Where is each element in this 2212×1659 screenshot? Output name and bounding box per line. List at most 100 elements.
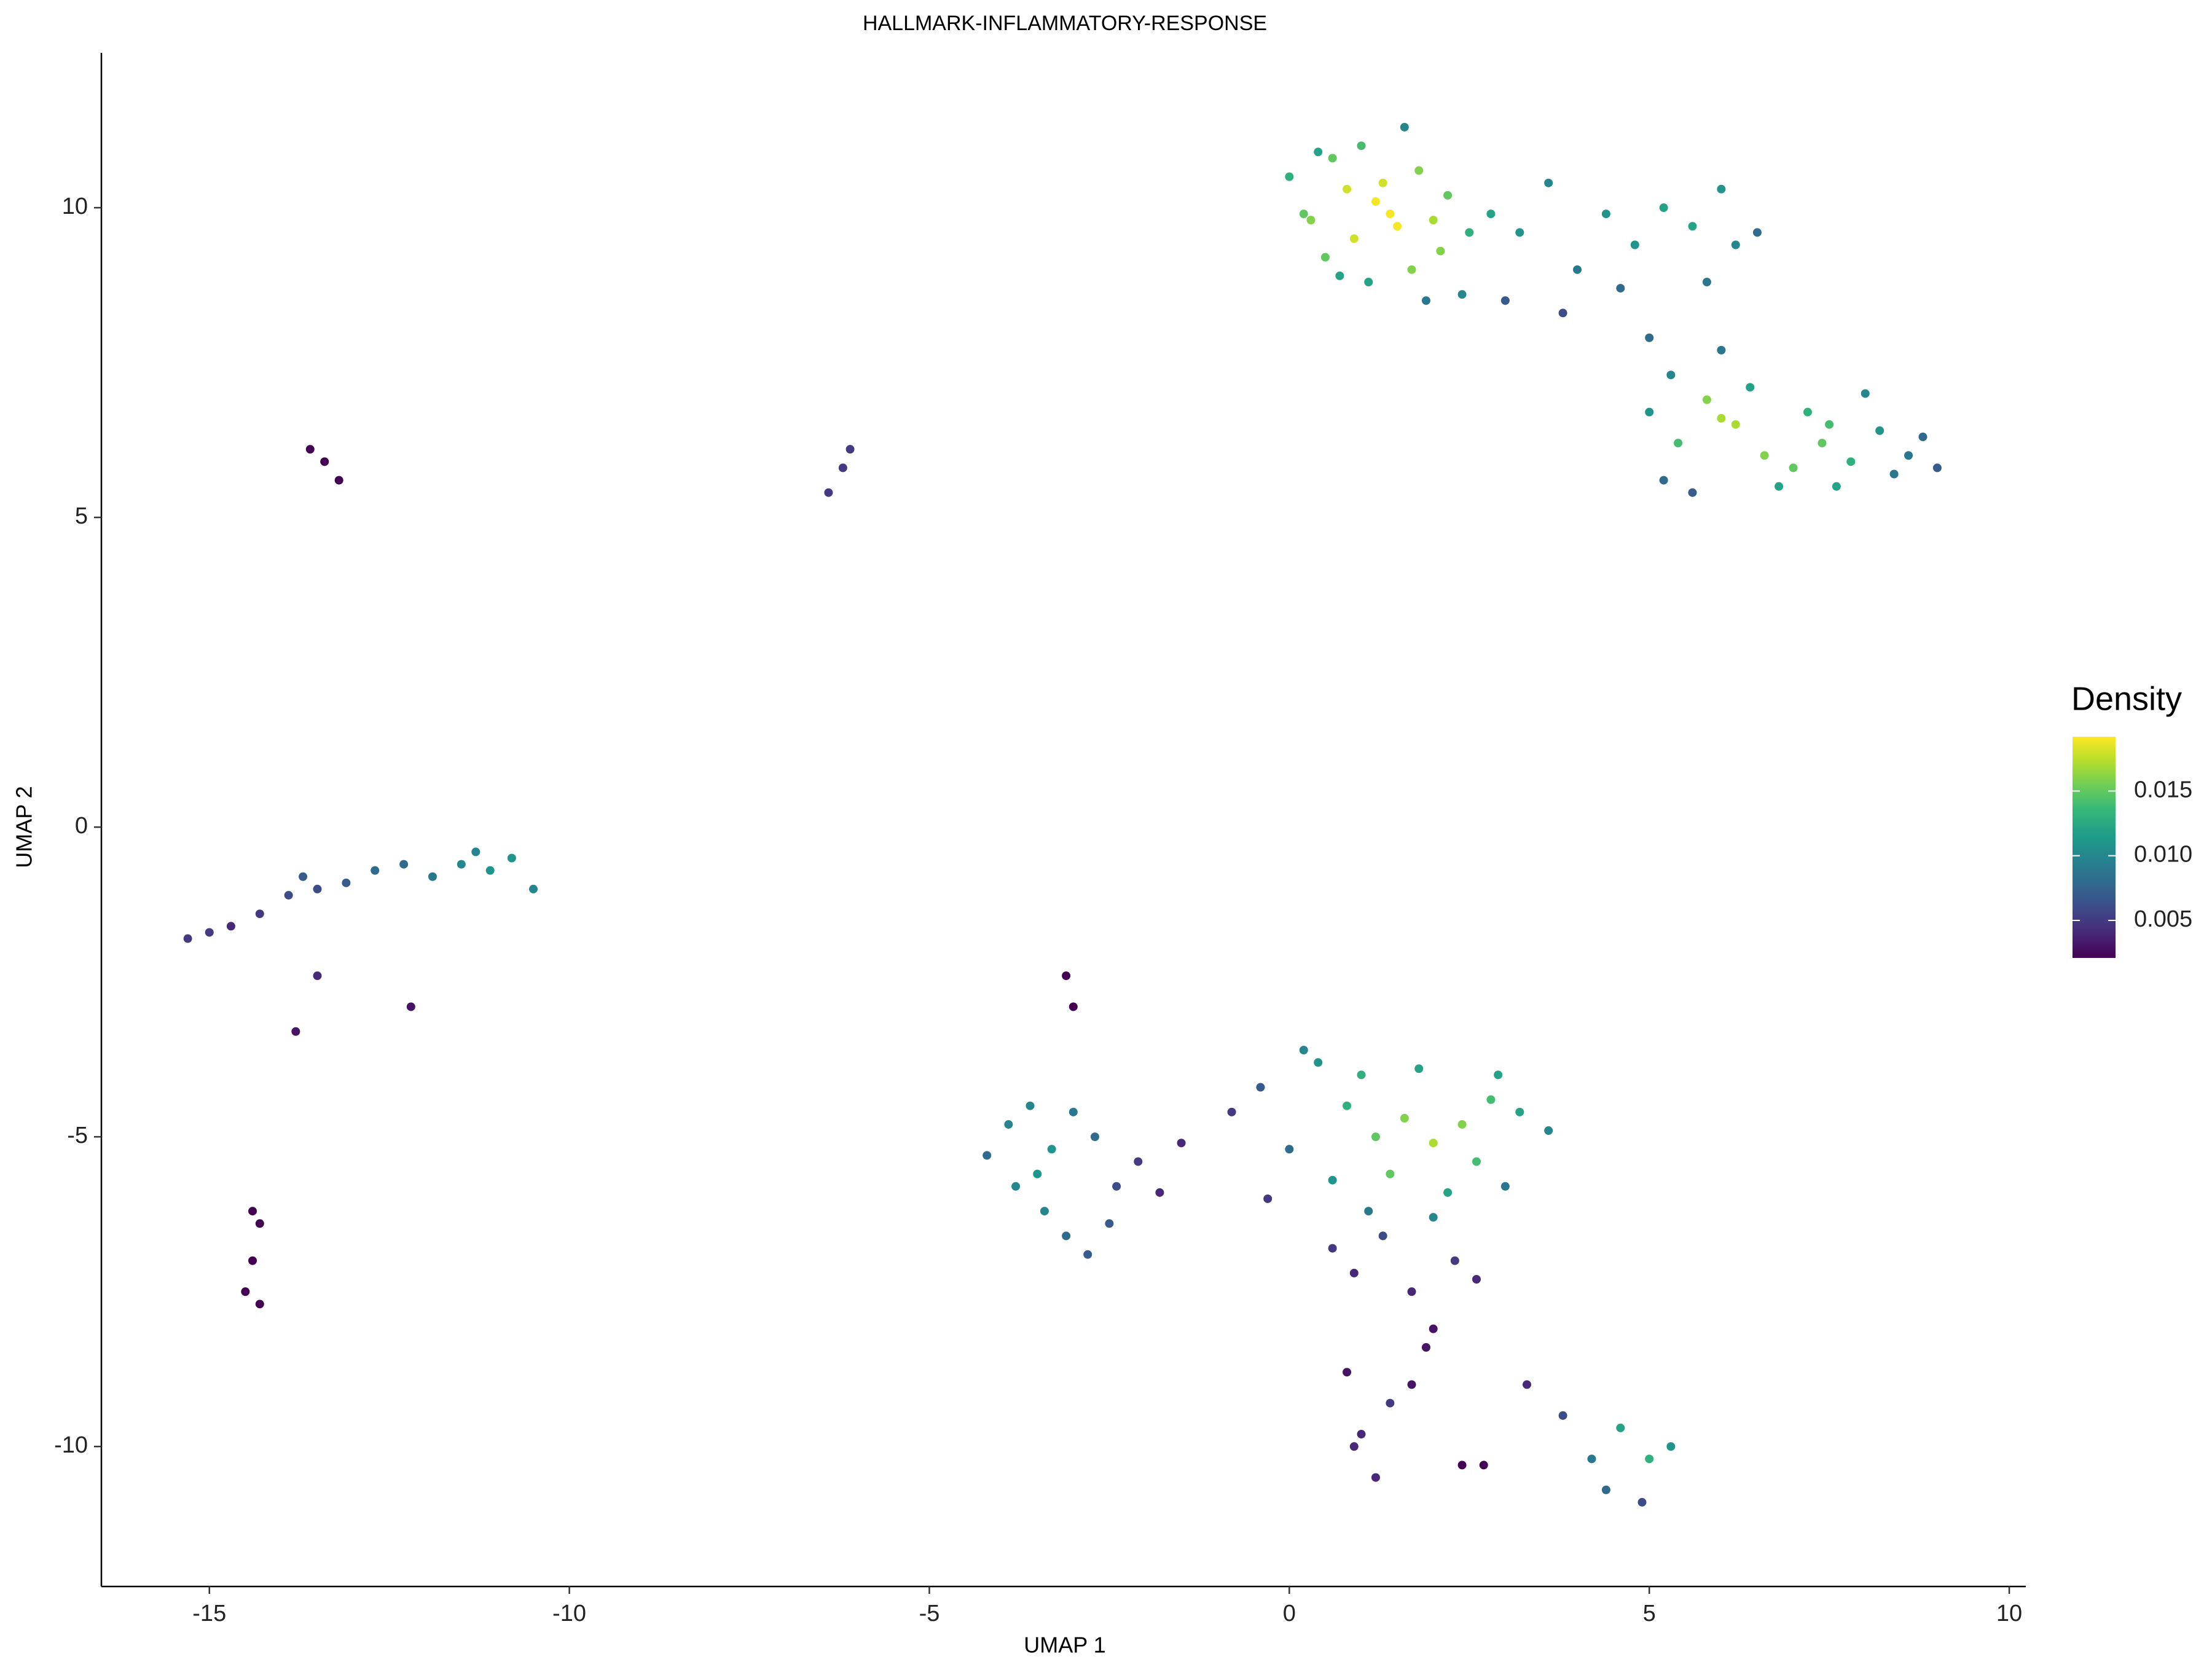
- point: [1601, 1485, 1610, 1494]
- point: [824, 488, 833, 497]
- y-tick-label: 10: [62, 194, 88, 219]
- point: [1349, 234, 1359, 243]
- point: [1746, 383, 1755, 392]
- point: [1047, 1145, 1056, 1154]
- point: [1090, 1132, 1099, 1142]
- point: [1515, 1107, 1524, 1116]
- point: [529, 884, 538, 893]
- point: [1429, 216, 1438, 225]
- point: [1004, 1120, 1013, 1129]
- point: [313, 971, 322, 981]
- point: [1112, 1182, 1121, 1191]
- point: [1918, 433, 1928, 442]
- point: [1486, 1095, 1496, 1104]
- point: [255, 909, 264, 919]
- point: [1688, 488, 1697, 497]
- point: [1343, 1101, 1352, 1110]
- point: [1630, 240, 1639, 249]
- point: [1457, 290, 1467, 299]
- point: [1789, 463, 1798, 473]
- point: [1558, 308, 1567, 318]
- point: [1846, 457, 1856, 466]
- point: [1285, 1145, 1294, 1154]
- point: [1601, 210, 1610, 219]
- colorbar-tick-label: 0.015: [2134, 777, 2192, 802]
- point: [1544, 178, 1553, 187]
- point: [241, 1287, 250, 1296]
- point: [1775, 482, 1784, 491]
- point: [399, 860, 409, 869]
- point: [1702, 395, 1711, 404]
- point: [1443, 190, 1453, 200]
- point: [1472, 1274, 1481, 1284]
- point: [320, 457, 329, 466]
- y-tick-label: 0: [75, 813, 88, 839]
- point: [255, 1219, 264, 1228]
- point: [1717, 414, 1726, 423]
- point: [1803, 407, 1812, 417]
- point: [1904, 451, 1913, 460]
- point: [1818, 439, 1827, 448]
- point: [1731, 240, 1740, 249]
- point: [1666, 371, 1676, 380]
- point: [342, 878, 351, 887]
- point: [838, 463, 847, 473]
- point: [1357, 141, 1366, 151]
- point: [1378, 1231, 1387, 1241]
- point: [1616, 1423, 1625, 1432]
- point: [982, 1151, 992, 1160]
- point: [1105, 1219, 1114, 1228]
- point: [1378, 178, 1387, 187]
- point: [1386, 1398, 1395, 1408]
- point: [1328, 1175, 1337, 1185]
- point: [1407, 1287, 1416, 1296]
- point: [1558, 1411, 1567, 1420]
- point: [471, 847, 480, 857]
- point: [1386, 210, 1395, 219]
- point: [1659, 476, 1668, 485]
- x-tick-label: -5: [919, 1601, 940, 1626]
- point: [1393, 222, 1402, 231]
- legend-title: Density: [2071, 680, 2182, 717]
- point: [299, 872, 308, 881]
- point: [1760, 451, 1769, 460]
- point: [1421, 296, 1430, 305]
- point: [1674, 439, 1683, 448]
- point: [1357, 1430, 1366, 1439]
- point: [1407, 265, 1416, 274]
- point: [305, 445, 315, 454]
- point: [1364, 1207, 1373, 1216]
- point: [1436, 246, 1445, 256]
- point: [1371, 197, 1380, 206]
- point: [1083, 1250, 1092, 1259]
- x-tick-label: 0: [1283, 1601, 1296, 1626]
- point: [183, 934, 192, 943]
- y-axis-label: UMAP 2: [12, 786, 37, 868]
- point: [1299, 210, 1308, 219]
- point: [1544, 1126, 1553, 1135]
- point: [1386, 1169, 1395, 1179]
- point: [248, 1207, 257, 1216]
- point: [284, 890, 293, 900]
- point: [1349, 1268, 1359, 1277]
- point: [1062, 1231, 1071, 1241]
- point: [1177, 1139, 1186, 1148]
- point: [1306, 216, 1316, 225]
- point: [291, 1027, 300, 1036]
- point: [1134, 1157, 1143, 1166]
- point: [1717, 184, 1726, 194]
- y-tick-label: -10: [54, 1432, 88, 1458]
- point: [1314, 147, 1323, 157]
- point: [1011, 1182, 1021, 1191]
- point: [334, 476, 343, 485]
- point: [313, 884, 322, 893]
- point: [1414, 166, 1424, 175]
- colorbar-tick-label: 0.005: [2134, 906, 2192, 932]
- x-tick-label: 10: [1996, 1601, 2022, 1626]
- x-tick-label: -15: [192, 1601, 226, 1626]
- point: [1320, 253, 1330, 262]
- point: [1414, 1064, 1424, 1073]
- point: [1573, 265, 1582, 274]
- point: [1587, 1454, 1596, 1464]
